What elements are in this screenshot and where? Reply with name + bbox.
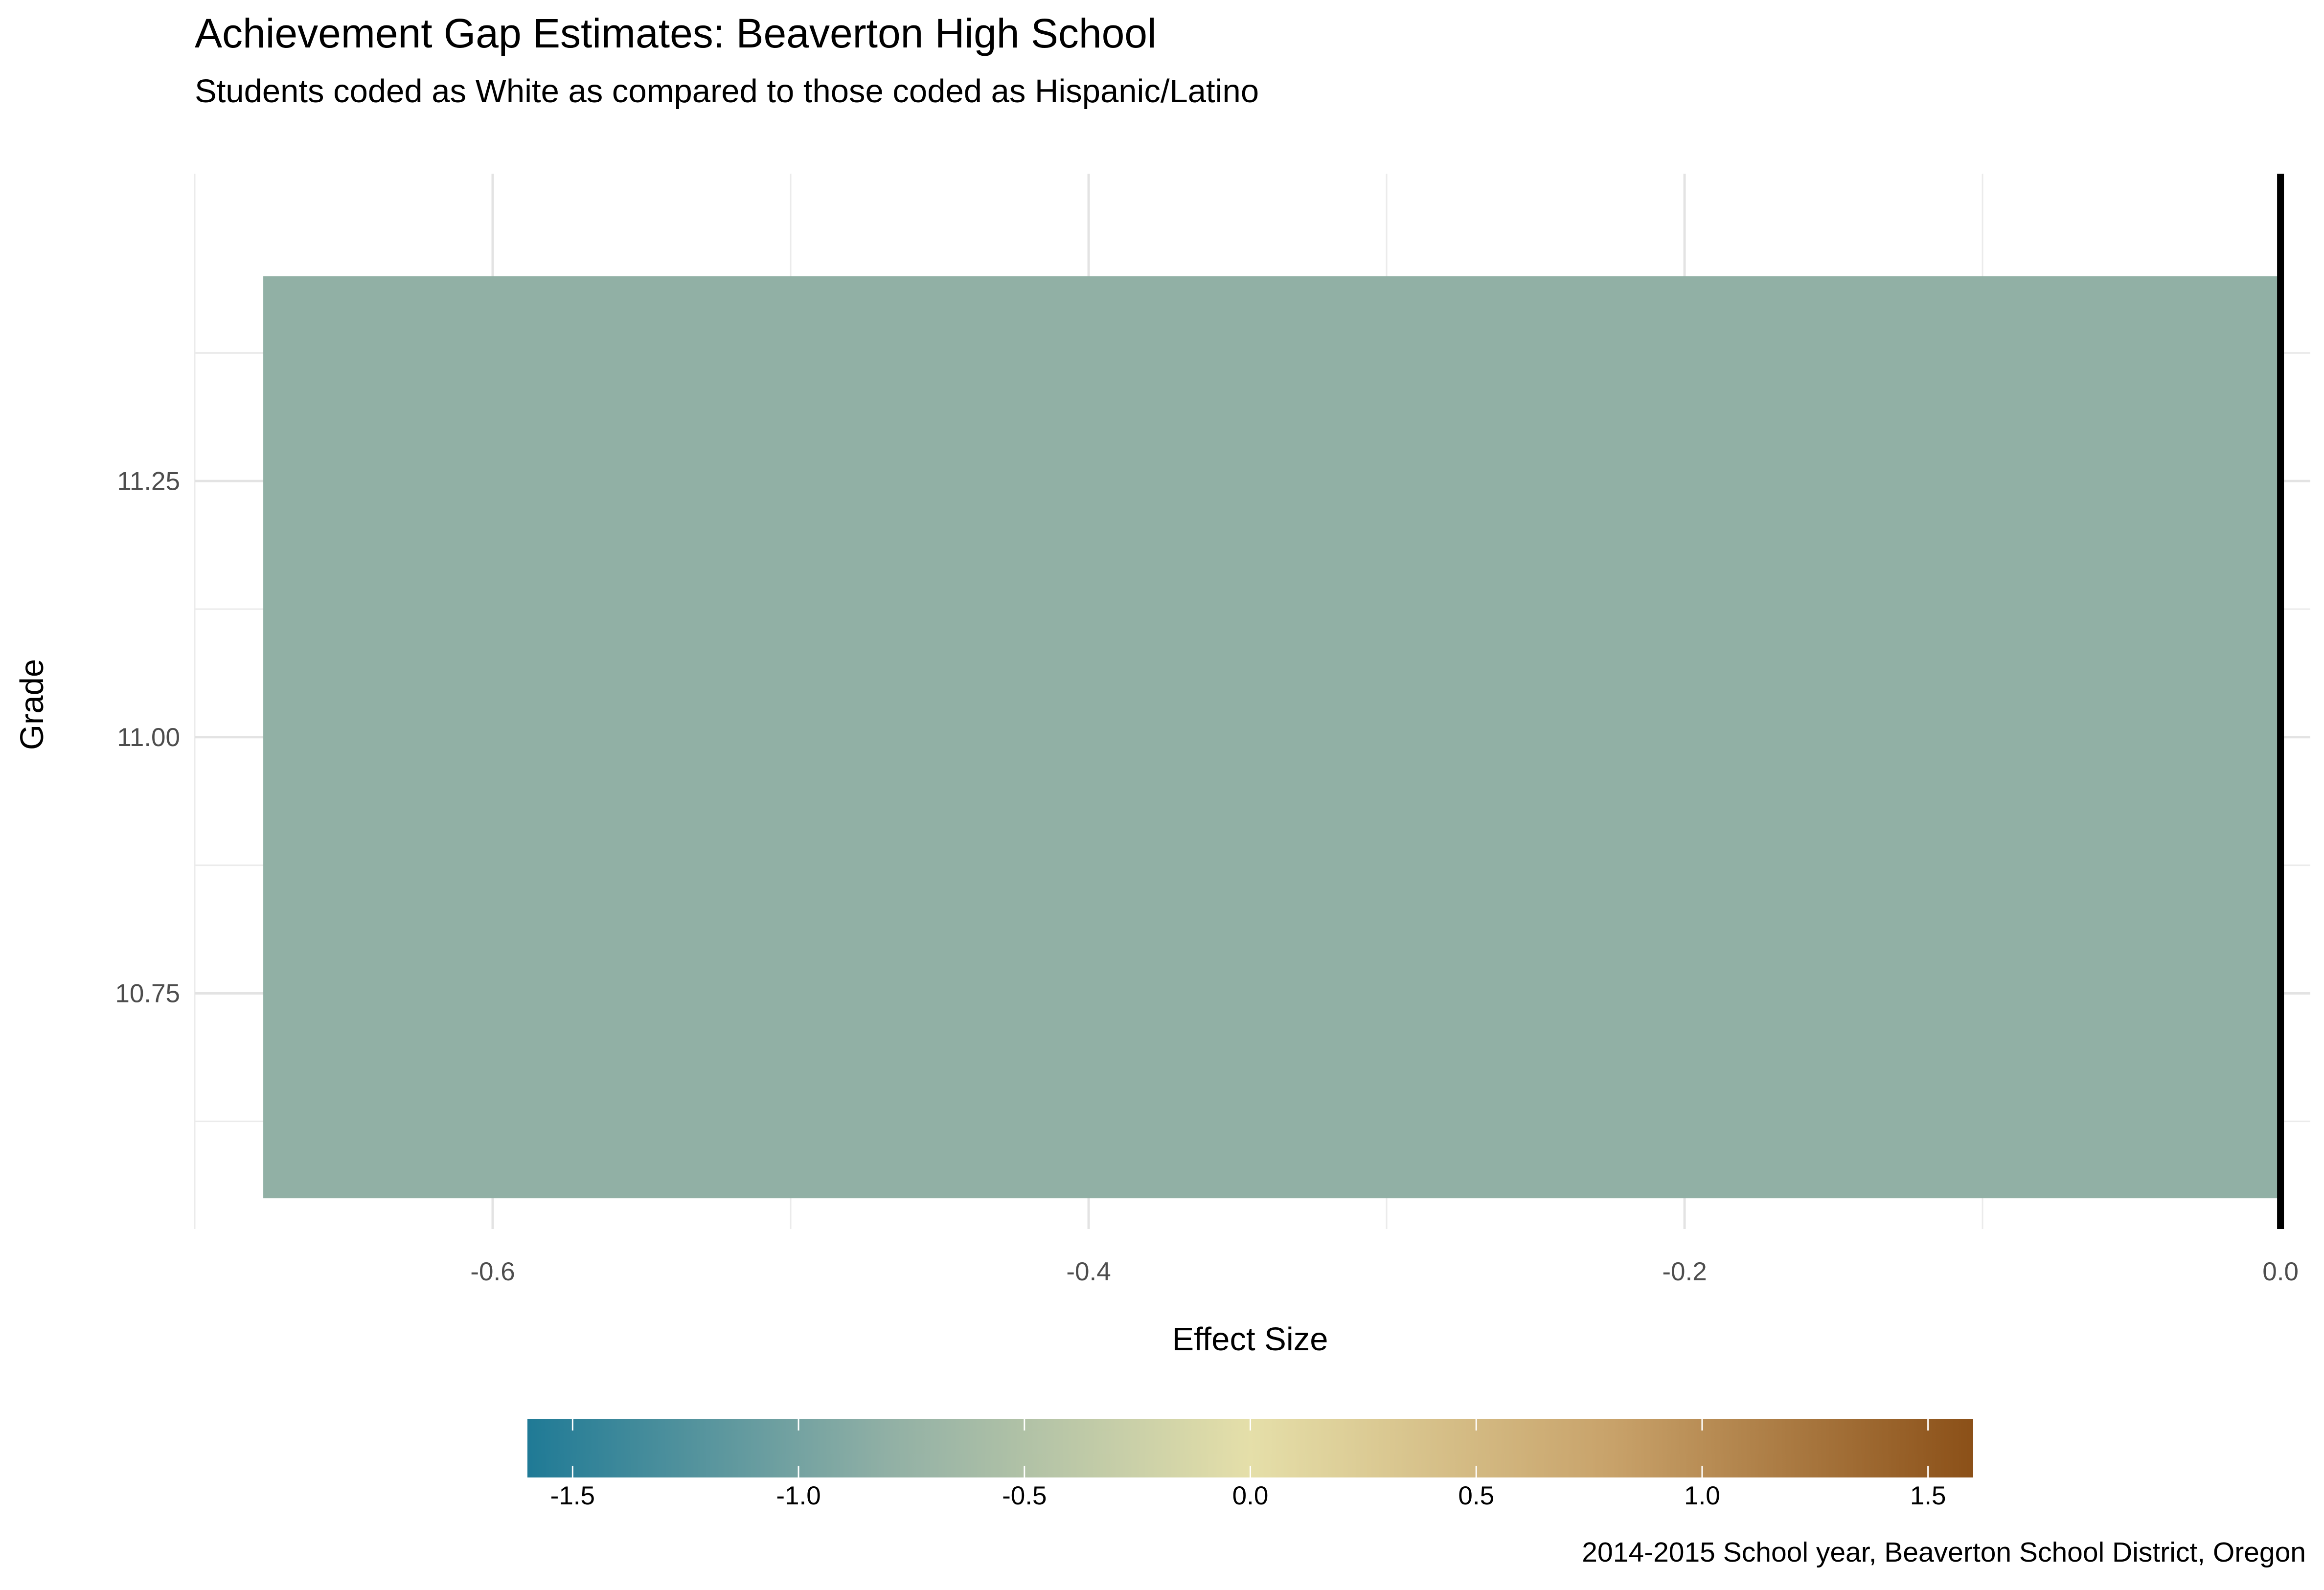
x-axis-title: Effect Size <box>1172 1321 1328 1358</box>
x-axis-ticks: -0.6 -0.4 -0.2 0.0 <box>470 1257 2299 1286</box>
colorbar-tick-label: -0.5 <box>1002 1481 1047 1510</box>
x-tick-label: -0.4 <box>1066 1257 1111 1286</box>
colorbar-tick-label: -1.0 <box>776 1481 820 1510</box>
legend-colorbar-ticks: -1.5 -1.0 -0.5 0.0 0.5 1.0 1.5 <box>550 1419 1946 1510</box>
colorbar-tick-label: 1.0 <box>1684 1481 1720 1510</box>
colorbar-tick-label: 0.5 <box>1458 1481 1494 1510</box>
x-tick-label: -0.2 <box>1662 1257 1707 1286</box>
y-tick-label: 11.00 <box>117 723 180 752</box>
y-axis-ticks: 10.75 11.00 11.25 <box>115 467 180 1008</box>
chart-subtitle: Students coded as White as compared to t… <box>195 73 1259 110</box>
colorbar-tick-label: -1.5 <box>550 1481 595 1510</box>
y-axis-title: Grade <box>14 659 50 750</box>
colorbar-tick-label: 0.0 <box>1232 1481 1269 1510</box>
x-tick-label: -0.6 <box>470 1257 515 1286</box>
x-tick-label: 0.0 <box>2262 1257 2299 1286</box>
y-tick-label: 11.25 <box>117 467 180 496</box>
colorbar-tick-label: 1.5 <box>1910 1481 1946 1510</box>
y-tick-label: 10.75 <box>115 979 180 1008</box>
chart-caption: 2014-2015 School year, Beaverton School … <box>1582 1537 2306 1568</box>
chart-title: Achievement Gap Estimates: Beaverton Hig… <box>195 10 1157 56</box>
bar-group <box>263 276 2281 1199</box>
bar-grade-11 <box>263 276 2281 1199</box>
